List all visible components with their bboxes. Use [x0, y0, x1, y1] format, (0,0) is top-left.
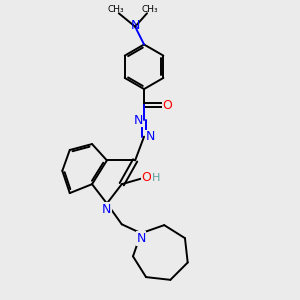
Text: CH₃: CH₃ — [107, 5, 124, 14]
Text: O: O — [141, 171, 151, 184]
Text: O: O — [162, 99, 172, 112]
Text: N: N — [102, 203, 112, 216]
Text: N: N — [130, 19, 140, 32]
Text: N: N — [145, 130, 155, 143]
Text: CH₃: CH₃ — [142, 5, 158, 14]
Text: N: N — [136, 232, 146, 245]
Text: H: H — [152, 172, 160, 183]
Text: N: N — [134, 114, 143, 127]
